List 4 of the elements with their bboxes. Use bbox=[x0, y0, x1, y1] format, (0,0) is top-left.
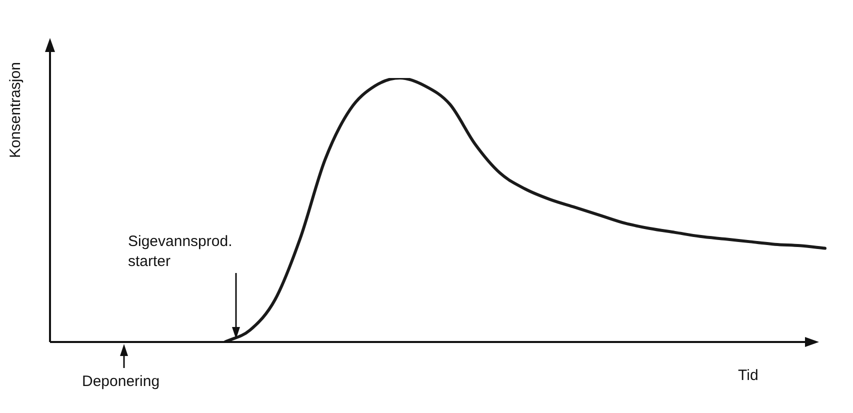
x-axis-title: Tid bbox=[738, 366, 758, 386]
text: Deponering bbox=[82, 372, 160, 392]
annotation: Sigevannsprod. starter bbox=[128, 232, 232, 272]
y-axis-title: Konsentrasjon bbox=[6, 62, 25, 158]
